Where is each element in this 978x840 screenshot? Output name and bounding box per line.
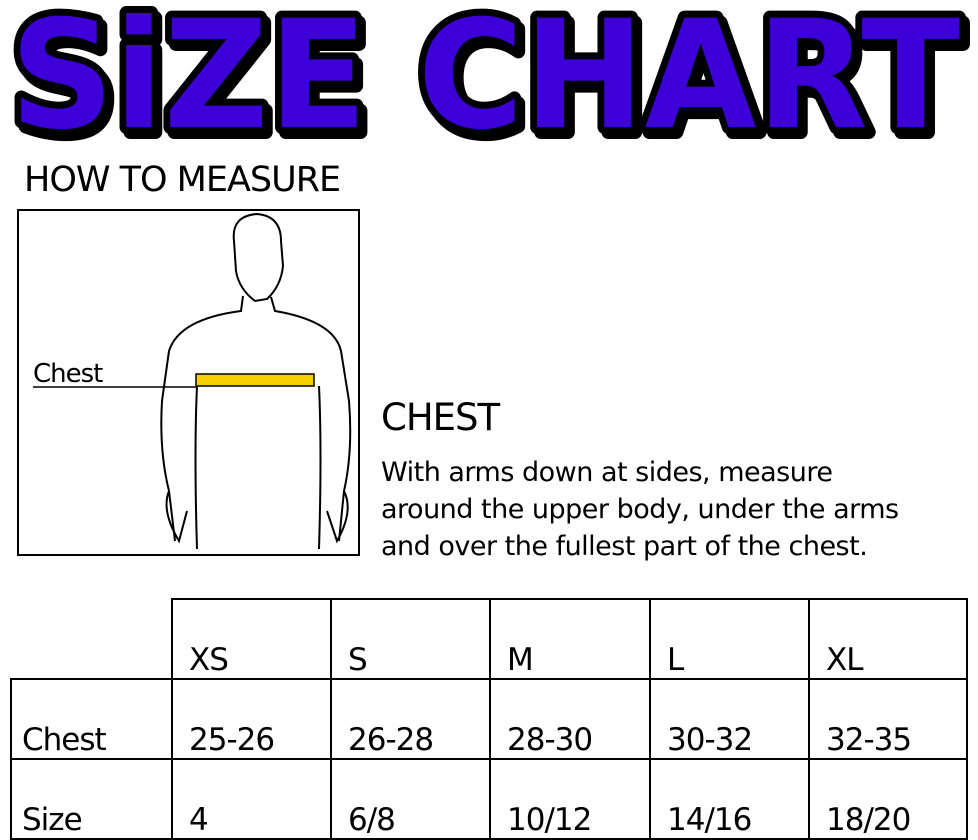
table-cell: 32-35: [808, 678, 968, 760]
chest-heading: CHEST: [381, 396, 500, 439]
measuring-tape: [195, 373, 315, 387]
measurement-figure: Chest: [17, 209, 360, 556]
body-outline-illustration: Chest: [33, 212, 352, 550]
title-text: SiZE CHART: [10, 0, 960, 163]
size-chart-title: SiZE CHART: [3, 0, 967, 170]
table-cell: 6/8: [330, 758, 491, 840]
instruction-line: With arms down at sides, measure: [381, 457, 833, 488]
column-header: XL: [808, 598, 968, 680]
row-label: Chest: [10, 678, 173, 760]
table-cell: 18/20: [808, 758, 968, 840]
how-to-measure-heading: HOW TO MEASURE: [24, 160, 341, 200]
table-cell: 28-30: [489, 678, 651, 760]
row-label: Size: [10, 758, 173, 840]
instruction-line: around the upper body, under the arms: [381, 494, 899, 525]
chest-label: Chest: [33, 359, 103, 389]
instruction-line: and over the fullest part of the chest.: [381, 531, 868, 562]
chest-instructions: With arms down at sides, measure around …: [381, 454, 978, 565]
table-cell: 30-32: [649, 678, 810, 760]
column-header: L: [649, 598, 810, 680]
table-cell: 26-28: [330, 678, 491, 760]
column-header: XS: [171, 598, 332, 680]
table-cell: 4: [171, 758, 332, 840]
column-header: S: [330, 598, 491, 680]
column-header: M: [489, 598, 651, 680]
table-cell: 25-26: [171, 678, 332, 760]
table-cell: 14/16: [649, 758, 810, 840]
table-cell: 10/12: [489, 758, 651, 840]
